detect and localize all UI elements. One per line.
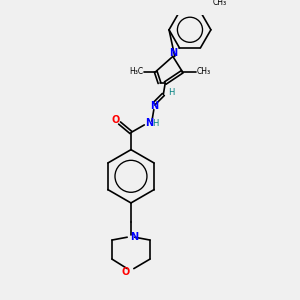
Text: H: H (152, 118, 159, 127)
Text: N: N (145, 118, 153, 128)
Text: N: N (150, 101, 158, 111)
Text: N: N (130, 232, 138, 242)
Text: H₃C: H₃C (130, 67, 144, 76)
Text: N: N (169, 48, 177, 58)
Text: O: O (112, 115, 120, 125)
Text: CH₃: CH₃ (196, 67, 210, 76)
Text: H: H (168, 88, 174, 97)
Text: O: O (121, 267, 129, 278)
Text: CH₃: CH₃ (212, 0, 226, 7)
